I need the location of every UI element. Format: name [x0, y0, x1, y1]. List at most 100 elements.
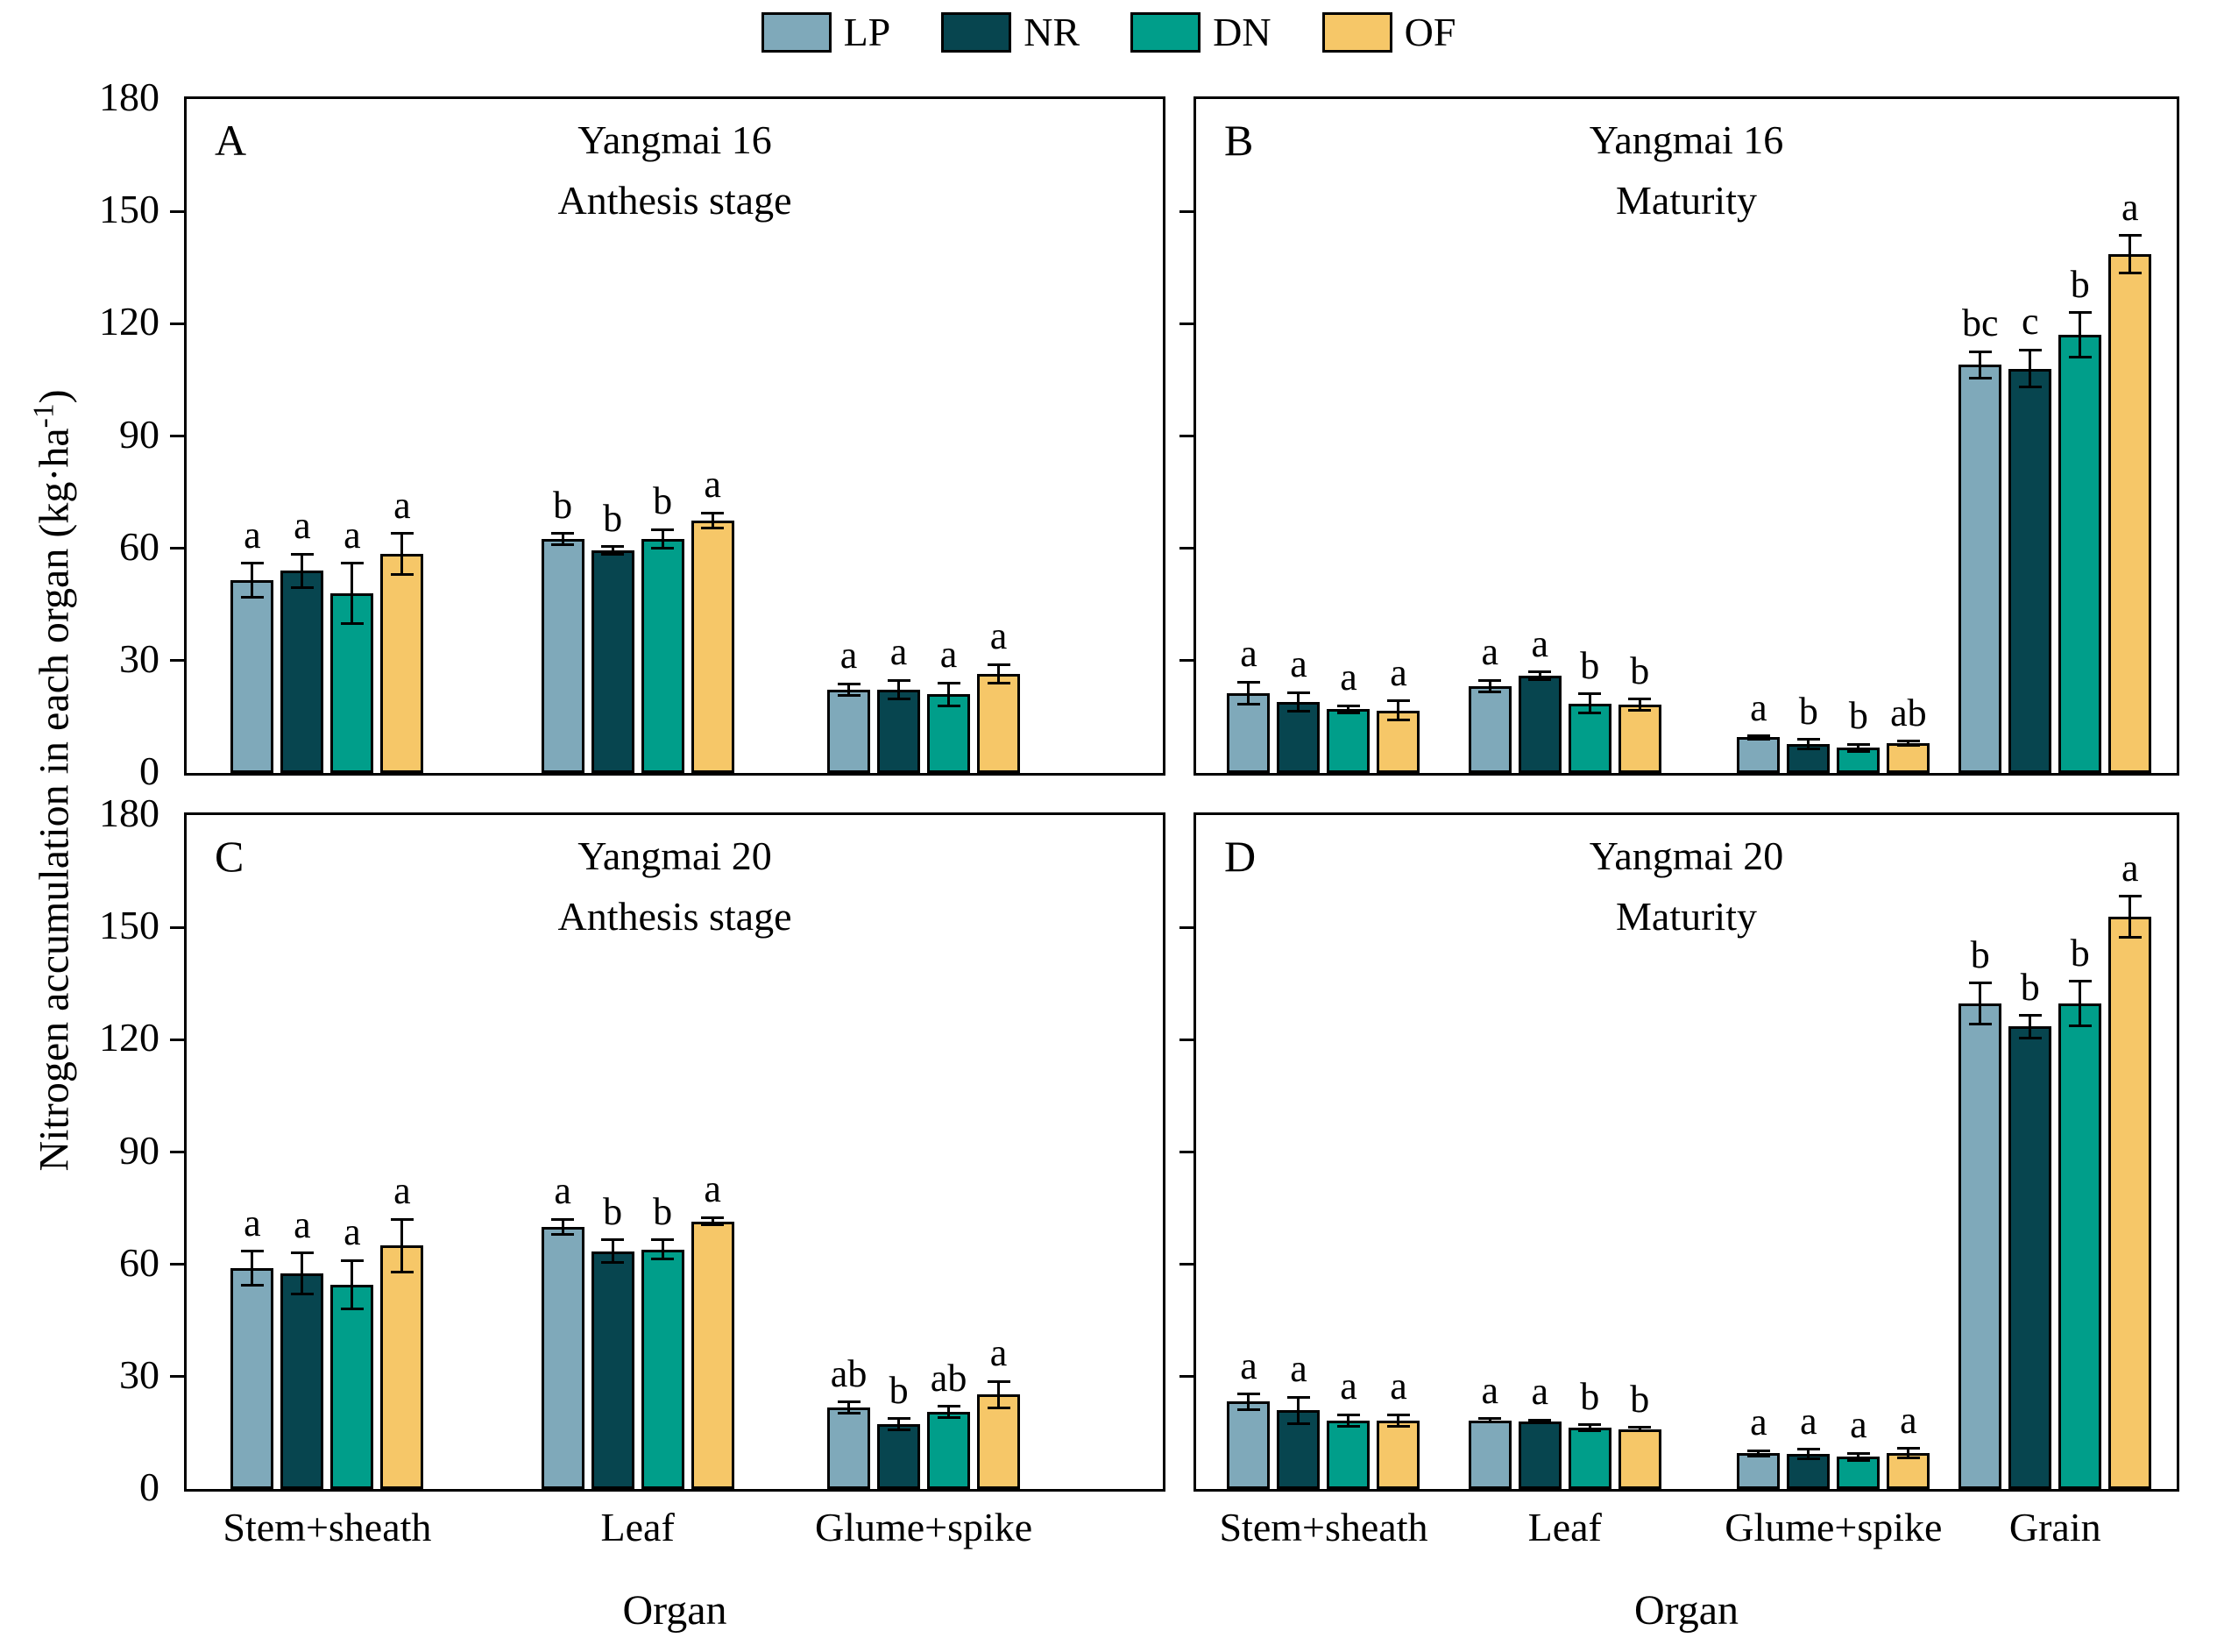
error-bar-cap — [887, 678, 910, 682]
significance-letter: a — [554, 1169, 571, 1213]
significance-letter: a — [1481, 1368, 1498, 1412]
bar-a-stem-sheath-of — [380, 554, 424, 773]
error-bar-cap — [1336, 704, 1360, 707]
error-bar-cap — [1528, 677, 1552, 681]
panel-title: Yangmai 20 Maturity — [1196, 826, 2177, 947]
significance-letter: b — [889, 1368, 909, 1412]
y-tick-mark — [1179, 435, 1193, 437]
bar-c-stem-sheath-dn — [330, 1285, 374, 1489]
significance-letter: b — [1580, 643, 1600, 687]
y-tick-mark — [170, 1263, 184, 1266]
legend-item-of: OF — [1321, 12, 1456, 53]
error-bar-cap — [1528, 1422, 1552, 1425]
significance-letter: b — [1630, 649, 1650, 692]
error-bar-cap — [390, 1217, 414, 1221]
error-bar — [611, 546, 614, 555]
error-bar-cap — [2118, 936, 2142, 939]
error-bar-cap — [551, 1217, 575, 1221]
error-bar-cap — [937, 1415, 960, 1419]
error-bar-cap — [601, 1261, 625, 1265]
error-bar-cap — [1236, 1407, 1260, 1411]
panel-title-line1: Yangmai 20 — [1589, 833, 1784, 878]
error-bar-cap — [837, 693, 861, 697]
error-bar — [561, 533, 564, 545]
bar-a-stem-sheath-lp — [230, 579, 274, 773]
bar-c-glume-spike-of — [977, 1394, 1021, 1489]
error-bar-cap — [1746, 1449, 1770, 1452]
error-bar-cap — [987, 681, 1010, 684]
error-bar — [847, 1401, 851, 1414]
y-tick-mark — [170, 1038, 184, 1041]
y-tick-mark — [170, 925, 184, 929]
error-bar — [661, 1239, 664, 1259]
significance-letter: b — [1630, 1377, 1650, 1421]
error-bar-cap — [837, 1400, 861, 1404]
error-bar-cap — [340, 562, 364, 565]
error-bar-cap — [1286, 691, 1310, 694]
error-bar-cap — [1628, 1426, 1652, 1429]
y-tick-mark — [1179, 925, 1193, 929]
legend-item-lp: LP — [761, 12, 890, 53]
significance-letter: a — [1531, 621, 1548, 665]
significance-letter: b — [653, 1189, 673, 1233]
panel-title: Yangmai 20 Anthesis stage — [187, 826, 1163, 947]
significance-letter: ab — [1890, 691, 1927, 734]
error-bar — [251, 563, 254, 598]
panel-letter-b: B — [1224, 116, 1254, 165]
error-bar-cap — [1336, 1413, 1360, 1416]
y-tick-label: 180 — [99, 791, 159, 835]
error-bar-cap — [1896, 740, 1920, 743]
significance-letter: a — [1390, 650, 1407, 694]
error-bar-cap — [2118, 895, 2142, 898]
error-bar-cap — [1528, 670, 1552, 674]
error-bar — [2079, 981, 2082, 1026]
error-bar-cap — [1628, 698, 1652, 701]
error-bar — [1638, 698, 1641, 711]
error-bar-cap — [701, 511, 725, 514]
error-bar-cap — [1746, 737, 1770, 741]
error-bar — [1588, 693, 1591, 713]
error-bar-cap — [2118, 234, 2142, 238]
bar-a-glume-spike-lp — [827, 689, 871, 773]
panel-title: Yangmai 16 Maturity — [1196, 110, 2177, 230]
error-bar-cap — [1968, 350, 1992, 353]
significance-letter: a — [1240, 632, 1257, 676]
significance-letter: a — [939, 633, 958, 677]
error-bar-cap — [551, 1233, 575, 1236]
error-bar-cap — [1968, 376, 1992, 379]
error-bar-cap — [1286, 710, 1310, 713]
significance-letter: b — [2070, 262, 2090, 306]
significance-letter: a — [1340, 1365, 1357, 1408]
error-bar-cap — [2018, 386, 2042, 389]
bar-c-glume-spike-nr — [877, 1424, 921, 1489]
error-bar-cap — [701, 526, 725, 529]
error-bar — [997, 664, 1001, 684]
error-bar-cap — [1336, 1424, 1360, 1428]
significance-letter: a — [294, 1202, 311, 1246]
panel-letter-d: D — [1224, 832, 1257, 881]
error-bar-cap — [1386, 699, 1410, 703]
significance-letter: a — [244, 513, 261, 557]
error-bar — [1538, 671, 1541, 680]
error-bar-cap — [2068, 1025, 2092, 1028]
bar-a-leaf-nr — [591, 549, 634, 773]
error-bar-cap — [2068, 356, 2092, 359]
error-bar — [1757, 735, 1760, 740]
error-bar-cap — [290, 1293, 314, 1296]
error-bar — [1247, 1393, 1250, 1410]
y-tick-label: 60 — [119, 1239, 159, 1285]
y-tick-label: 0 — [139, 1464, 159, 1509]
error-bar-cap — [701, 1216, 725, 1219]
error-bar-cap — [240, 1283, 264, 1287]
error-bar — [711, 1217, 714, 1225]
panel-title-line1: Yangmai 16 — [577, 117, 772, 162]
significance-letter: a — [1800, 1399, 1817, 1443]
error-bar-cap — [1746, 734, 1770, 738]
y-tick-label: 120 — [99, 1015, 159, 1060]
bar-a-glume-spike-dn — [927, 694, 971, 773]
error-bar-cap — [1236, 680, 1260, 684]
y-tick-mark — [1179, 1263, 1193, 1266]
bar-c-leaf-nr — [591, 1251, 634, 1489]
panel-title-line1: Yangmai 16 — [1589, 117, 1784, 162]
error-bar-cap — [1336, 712, 1360, 715]
